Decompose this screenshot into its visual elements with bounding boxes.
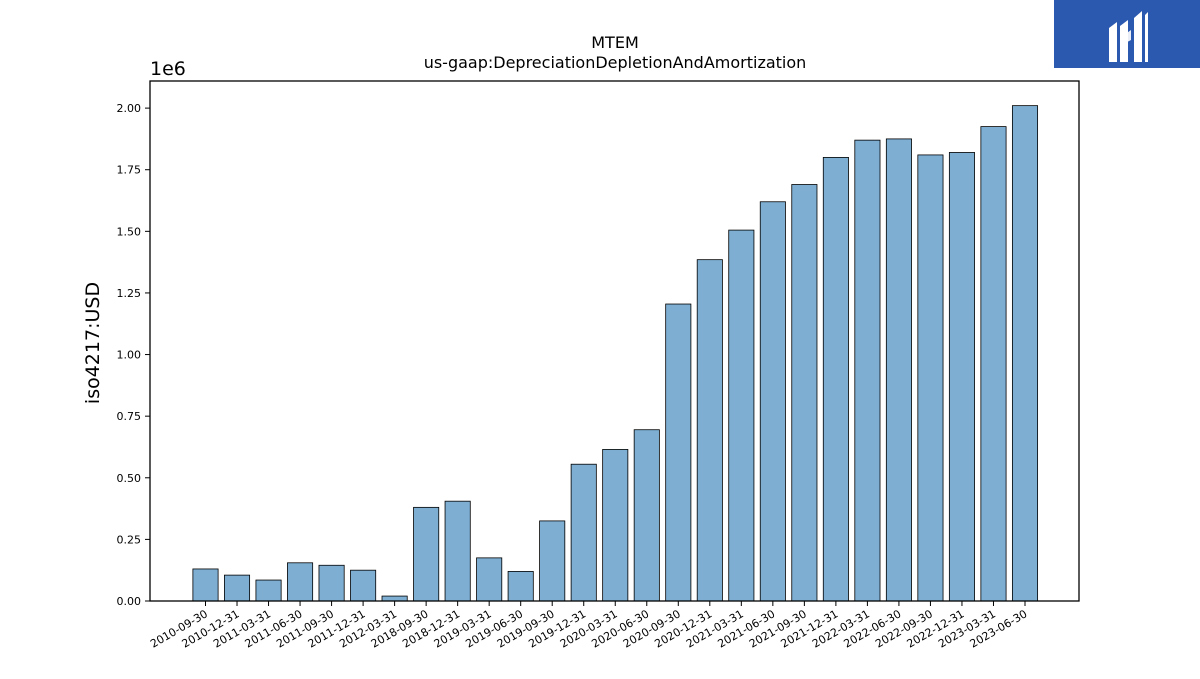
bar <box>381 595 408 602</box>
bar <box>476 557 503 602</box>
bar <box>350 569 377 602</box>
bar <box>318 564 345 602</box>
plot-frame <box>149 80 1080 602</box>
bar <box>791 184 818 602</box>
brand-mark-icon <box>1109 11 1148 62</box>
bar <box>413 506 440 602</box>
y-axis-ticks: 0.00 0.25 0.50 0.75 1.00 1.25 1.50 1.75 2.00 <box>117 102 150 608</box>
y-tick-label: 1.50 <box>117 225 142 238</box>
bar <box>539 520 566 602</box>
bar <box>444 500 471 602</box>
y-tick-label: 1.75 <box>117 164 142 177</box>
bar <box>759 201 786 602</box>
bar <box>728 229 755 602</box>
y-tick-label: 0.75 <box>117 410 142 423</box>
y-tick-label: 0.50 <box>117 472 142 485</box>
bar <box>255 579 282 602</box>
bar <box>980 126 1007 602</box>
bar <box>665 303 692 602</box>
bar <box>633 429 660 602</box>
y-tick-label: 0.00 <box>117 595 142 608</box>
bars-group <box>192 105 1039 602</box>
bar <box>696 259 723 602</box>
y-tick-label: 1.25 <box>117 287 142 300</box>
brand-logo: MIDGARD FINANCE <box>1054 0 1200 100</box>
x-axis-ticks: 2010-09-302010-12-312011-03-312011-06-30… <box>148 601 1030 651</box>
y-tick-label: 0.25 <box>117 533 142 546</box>
y-offset-label: 1e6 <box>150 58 186 80</box>
bar <box>224 574 251 602</box>
bar <box>885 138 912 602</box>
bar <box>822 156 849 602</box>
bar <box>570 463 597 602</box>
bar <box>917 154 944 602</box>
chart-subtitle: us-gaap:DepreciationDepletionAndAmortiza… <box>424 53 807 72</box>
brand-name: MIDGARD FINANCE <box>1064 68 1190 82</box>
bar <box>507 571 534 602</box>
bar <box>854 139 881 602</box>
bar <box>948 152 975 602</box>
bar <box>287 562 314 602</box>
y-tick-label: 2.00 <box>117 102 142 115</box>
y-tick-label: 1.00 <box>117 349 142 362</box>
bar <box>192 568 219 602</box>
bar <box>602 449 629 602</box>
bar <box>1011 105 1039 602</box>
y-axis-label: iso4217:USD <box>82 282 104 404</box>
chart-title: MTEM <box>591 33 639 52</box>
